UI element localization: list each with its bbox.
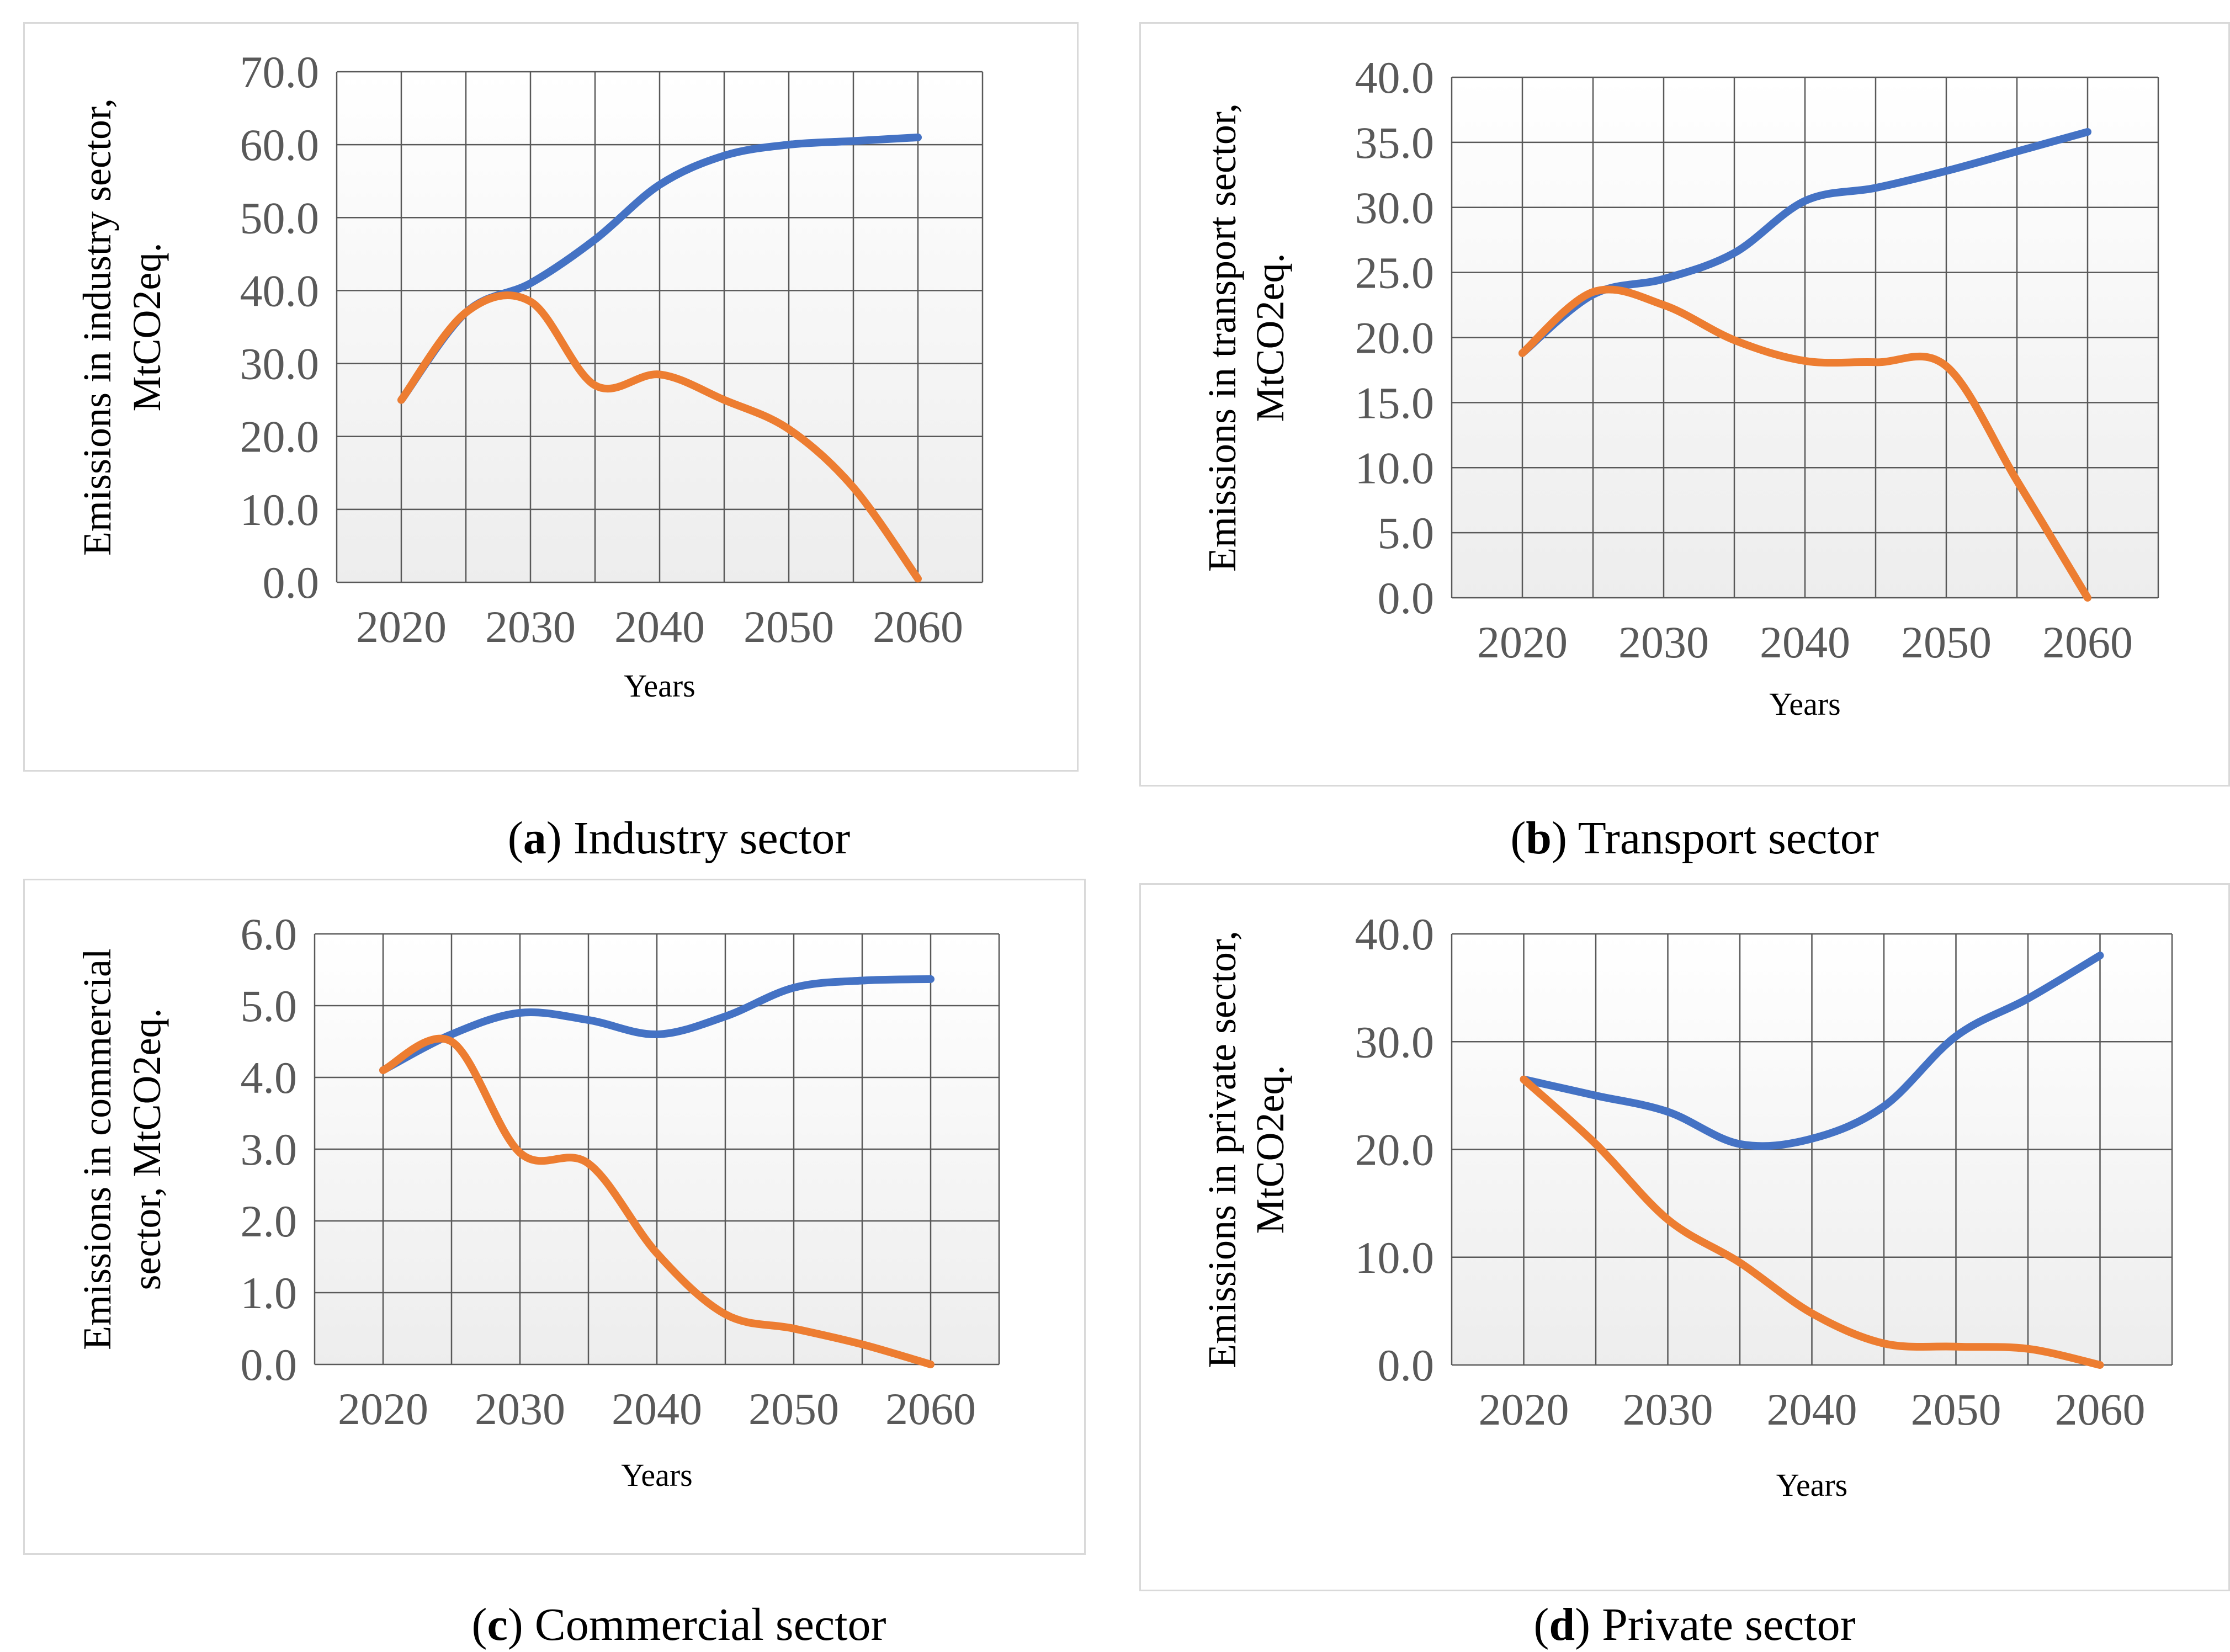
y-tick-label: 10.0 <box>1355 1233 1435 1283</box>
y-tick-label: 10.0 <box>240 485 320 535</box>
x-tick-label: 2060 <box>885 1384 976 1434</box>
y-tick-label: 6.0 <box>241 909 298 959</box>
y-tick-label: 2.0 <box>241 1196 298 1246</box>
x-tick-label: 2050 <box>744 602 834 652</box>
y-tick-label: 5.0 <box>1378 508 1435 558</box>
x-tick-label: 2030 <box>475 1384 565 1434</box>
panel-a: 0.0 10.0 20.0 30.0 40.0 50.0 60.0 70.0 2020 2030 2… <box>0 0 1115 864</box>
y-axis-label-line: Emissions in private sector, <box>1200 931 1244 1368</box>
series-line-orange <box>379 1034 935 1368</box>
x-tick-label: 2050 <box>748 1384 839 1434</box>
y-tick-label: 0.0 <box>1378 573 1435 623</box>
x-tick-label: 2020 <box>1477 617 1568 667</box>
panel-d: 0.0 10.0 20.0 30.0 40.0 2020 2030 2040 2050 2060 Y… <box>1115 861 2230 1652</box>
x-tick-label: 2050 <box>1911 1384 2001 1435</box>
y-axis-label-line: Emissions in commercial <box>75 948 119 1350</box>
series-line-blue <box>379 975 935 1074</box>
y-tick-label: 5.0 <box>241 981 298 1031</box>
x-tick-label: 2030 <box>1623 1384 1713 1435</box>
x-tick-label: 2020 <box>338 1384 428 1434</box>
x-tick-label: 2060 <box>2042 617 2133 667</box>
y-tick-label: 35.0 <box>1355 118 1435 168</box>
y-tick-label: 70.0 <box>240 47 320 97</box>
x-tick-label: 2040 <box>1760 617 1850 667</box>
y-tick-label: 20.0 <box>240 412 320 462</box>
chart-b: 0.0 5.0 10.0 15.0 20.0 25.0 30.0 35.0 40.0 2020 20… <box>1200 52 2159 722</box>
y-tick-label: 30.0 <box>1355 1017 1435 1067</box>
y-axis-label-line: MtCO2eq. <box>1248 1065 1292 1234</box>
chart-a: 0.0 10.0 20.0 30.0 40.0 50.0 60.0 70.0 2020 2030 2… <box>75 47 984 704</box>
x-tick-label: 2050 <box>1901 617 1992 667</box>
x-axis-label: Years <box>621 1457 692 1493</box>
y-axis-label-line: sector, MtCO2eq. <box>125 1008 169 1290</box>
y-tick-label: 40.0 <box>1355 52 1435 103</box>
x-tick-label: 2020 <box>1479 1384 1569 1435</box>
series-line-blue <box>1520 952 2104 1150</box>
x-axis-label: Years <box>1769 686 1840 722</box>
caption-a: (a) Industry sector <box>507 812 851 864</box>
caption-letter: c <box>487 1599 508 1650</box>
y-tick-label: 1.0 <box>241 1268 298 1318</box>
series-line-orange <box>1520 1075 2104 1369</box>
caption-text: Industry sector <box>573 812 851 864</box>
y-tick-label: 15.0 <box>1355 378 1435 428</box>
caption-text: Private sector <box>1602 1599 1856 1650</box>
x-tick-label: 2030 <box>1618 617 1709 667</box>
panel-c: 0.0 1.0 2.0 3.0 4.0 5.0 6.0 2020 2030 2040 2050 206… <box>0 861 1115 1652</box>
x-tick-label: 2040 <box>612 1384 702 1434</box>
x-tick-label: 2040 <box>614 602 705 652</box>
y-tick-label: 25.0 <box>1355 248 1435 298</box>
x-tick-label: 2060 <box>2055 1384 2146 1435</box>
panel-b: 0.0 5.0 10.0 15.0 20.0 25.0 30.0 35.0 40.0 2020 20… <box>1115 0 2230 864</box>
y-axis-label-line: MtCO2eq. <box>1248 253 1292 422</box>
caption-d: (d) Private sector <box>1533 1599 1856 1650</box>
y-tick-label: 60.0 <box>240 120 320 170</box>
y-tick-label: 0.0 <box>241 1340 298 1390</box>
caption-text: Transport sector <box>1578 812 1879 864</box>
y-tick-label: 40.0 <box>240 265 320 316</box>
caption-letter: a <box>523 812 546 864</box>
y-axis-label-line: Emissions in industry sector, <box>75 98 119 556</box>
chart-d: 0.0 10.0 20.0 30.0 40.0 2020 2030 2040 2050 2060 Y… <box>1200 909 2173 1503</box>
caption-letter: d <box>1549 1599 1575 1650</box>
y-tick-label: 0.0 <box>263 557 320 608</box>
y-tick-label: 3.0 <box>241 1124 298 1175</box>
caption-b: (b) Transport sector <box>1510 812 1879 864</box>
y-tick-label: 50.0 <box>240 193 320 243</box>
y-tick-label: 20.0 <box>1355 1125 1435 1175</box>
caption-c: (c) Commercial sector <box>471 1599 886 1650</box>
y-tick-label: 20.0 <box>1355 313 1435 363</box>
x-axis-label: Years <box>1776 1467 1847 1503</box>
x-axis-label: Years <box>624 668 695 704</box>
x-tick-label: 2020 <box>356 602 447 652</box>
y-tick-label: 10.0 <box>1355 443 1435 493</box>
series-line-orange <box>1518 285 2091 602</box>
y-tick-label: 30.0 <box>1355 183 1435 233</box>
x-tick-label: 2040 <box>1767 1384 1857 1435</box>
x-tick-label: 2060 <box>873 602 963 652</box>
y-tick-label: 40.0 <box>1355 909 1435 959</box>
caption-letter: b <box>1526 812 1552 864</box>
series-line-orange <box>397 291 922 583</box>
y-axis-label-line: Emissions in transport sector, <box>1200 103 1244 572</box>
caption-text: Commercial sector <box>534 1599 886 1650</box>
x-tick-label: 2030 <box>485 602 576 652</box>
y-tick-label: 0.0 <box>1378 1340 1435 1390</box>
chart-c: 0.0 1.0 2.0 3.0 4.0 5.0 6.0 2020 2030 2040 2050 206… <box>75 909 1000 1493</box>
y-tick-label: 4.0 <box>241 1053 298 1103</box>
y-tick-label: 30.0 <box>240 339 320 389</box>
y-axis-label-line: MtCO2eq. <box>125 243 169 412</box>
